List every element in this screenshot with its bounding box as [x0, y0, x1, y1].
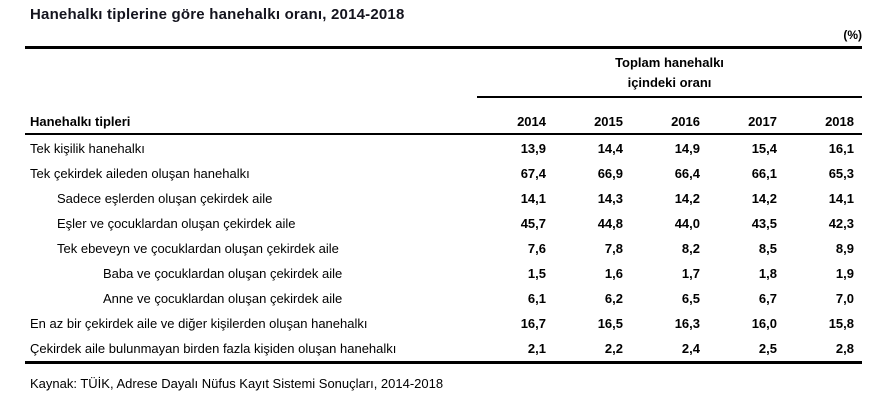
year-column-header: 2017 [748, 113, 777, 129]
value-cell: 6,5 [681, 291, 700, 306]
value-cell: 8,9 [835, 241, 854, 256]
table-row: En az bir çekirdek aile ve diğer kişiler… [25, 311, 862, 336]
value-cell: 15,8 [828, 316, 854, 331]
row-label: Tek kişilik hanehalkı [30, 141, 145, 156]
page-title: Hanehalkı tiplerine göre hanehalkı oranı… [30, 6, 405, 23]
value-cell: 14,1 [520, 191, 546, 206]
value-cell: 1,9 [835, 266, 854, 281]
table-row: Eşler ve çocuklardan oluşan çekirdek ail… [25, 211, 862, 236]
value-cell: 65,3 [828, 166, 854, 181]
value-cell: 6,7 [758, 291, 777, 306]
source-note: Kaynak: TÜİK, Adrese Dayalı Nüfus Kayıt … [30, 376, 444, 391]
value-cell: 14,9 [674, 141, 700, 156]
value-cell: 8,2 [681, 241, 700, 256]
table-row: Sadece eşlerden oluşan çekirdek aile 14,1… [25, 186, 862, 211]
value-cell: 1,6 [604, 266, 623, 281]
year-column-header: 2016 [671, 113, 700, 129]
value-cell: 13,9 [520, 141, 546, 156]
year-column-header: 2015 [594, 113, 623, 129]
value-cell: 2,8 [835, 341, 854, 356]
bottom-rule [25, 361, 862, 364]
value-cell: 16,7 [520, 316, 546, 331]
row-label: Tek ebeveyn ve çocuklardan oluşan çekird… [57, 241, 339, 256]
value-cell: 42,3 [828, 216, 854, 231]
table-row: Çekirdek aile bulunmayan birden fazla ki… [25, 336, 862, 361]
value-cell: 14,3 [597, 191, 623, 206]
table-body: Tek kişilik hanehalkı 13,9 14,4 14,9 15,4 16,… [25, 136, 862, 361]
value-cell: 1,7 [681, 266, 700, 281]
value-cell: 43,5 [751, 216, 777, 231]
value-cell: 6,2 [604, 291, 623, 306]
column-group-header: Toplam hanehalkı içindeki oranı [477, 53, 862, 93]
value-cell: 2,2 [604, 341, 623, 356]
value-cell: 14,2 [674, 191, 700, 206]
header-rule [25, 133, 862, 135]
value-cell: 7,6 [527, 241, 546, 256]
column-group-header-line2: içindeki oranı [627, 75, 712, 90]
value-cell: 14,2 [751, 191, 777, 206]
value-cell: 1,8 [758, 266, 777, 281]
value-cell: 44,0 [674, 216, 700, 231]
row-label: En az bir çekirdek aile ve diğer kişiler… [30, 316, 368, 331]
table-row: Tek ebeveyn ve çocuklardan oluşan çekird… [25, 236, 862, 261]
value-cell: 66,1 [751, 166, 777, 181]
value-cell: 6,1 [527, 291, 546, 306]
value-cell: 2,4 [681, 341, 700, 356]
row-label: Çekirdek aile bulunmayan birden fazla ki… [30, 341, 397, 356]
row-label: Tek çekirdek aileden oluşan hanehalkı [30, 166, 250, 181]
row-header-label: Hanehalkı tipleri [30, 113, 131, 129]
year-columns: 2014 2015 2016 2017 2018 [477, 114, 862, 129]
value-cell: 16,1 [828, 141, 854, 156]
year-column-header: 2014 [517, 113, 546, 129]
table-row: Tek kişilik hanehalkı 13,9 14,4 14,9 15,4 16,… [25, 136, 862, 161]
value-cell: 16,0 [751, 316, 777, 331]
value-cell: 44,8 [597, 216, 623, 231]
table-row: Tek çekirdek aileden oluşan hanehalkı 67,… [25, 161, 862, 186]
value-cell: 67,4 [520, 166, 546, 181]
value-cell: 7,8 [604, 241, 623, 256]
value-cell: 15,4 [751, 141, 777, 156]
value-cell: 14,1 [828, 191, 854, 206]
value-cell: 16,5 [597, 316, 623, 331]
value-cell: 16,3 [674, 316, 700, 331]
value-cell: 45,7 [520, 216, 546, 231]
unit-label: (%) [843, 28, 862, 42]
row-label: Anne ve çocuklardan oluşan çekirdek aile [103, 291, 343, 306]
value-cell: 66,9 [597, 166, 623, 181]
year-column-header: 2018 [825, 113, 854, 129]
column-group-rule [477, 96, 862, 98]
row-label: Sadece eşlerden oluşan çekirdek aile [57, 191, 273, 206]
row-label: Baba ve çocuklardan oluşan çekirdek aile [103, 266, 343, 281]
top-rule [25, 46, 862, 49]
value-cell: 14,4 [597, 141, 623, 156]
value-cell: 2,5 [758, 341, 777, 356]
row-label: Eşler ve çocuklardan oluşan çekirdek ail… [57, 216, 296, 231]
table-row: Anne ve çocuklardan oluşan çekirdek aile… [25, 286, 862, 311]
table-header-row: Hanehalkı tipleri 2014 2015 2016 2017 2018 [25, 108, 862, 134]
value-cell: 1,5 [527, 266, 546, 281]
value-cell: 2,1 [527, 341, 546, 356]
value-cell: 8,5 [758, 241, 777, 256]
column-group-header-line1: Toplam hanehalkı [615, 55, 724, 70]
value-cell: 7,0 [835, 291, 854, 306]
value-cell: 66,4 [674, 166, 700, 181]
table-row: Baba ve çocuklardan oluşan çekirdek aile… [25, 261, 862, 286]
